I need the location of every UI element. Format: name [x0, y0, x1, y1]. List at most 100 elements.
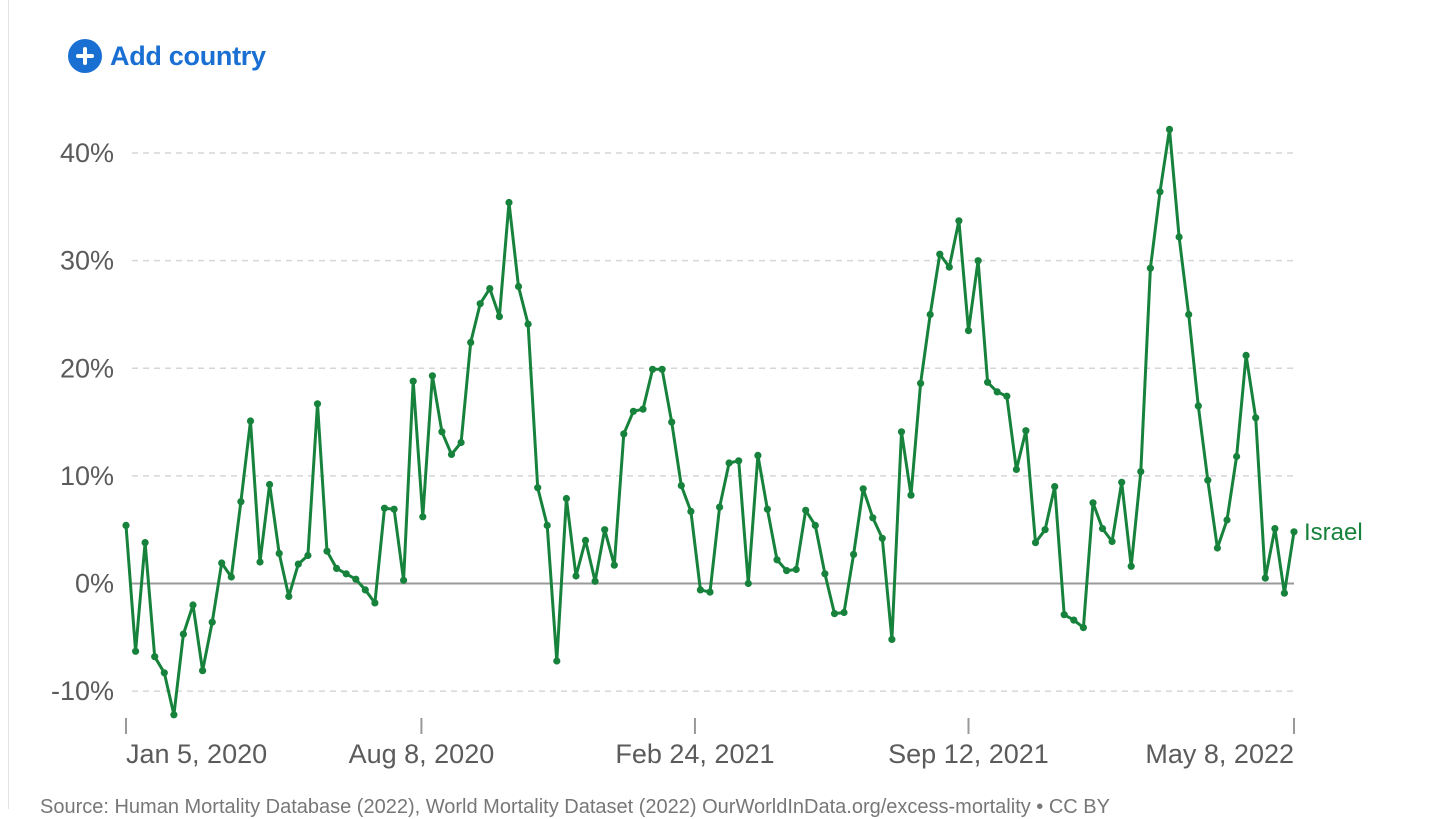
data-point[interactable]: [1108, 537, 1116, 546]
data-point[interactable]: [802, 506, 810, 514]
data-point[interactable]: [122, 521, 130, 530]
data-point[interactable]: [754, 451, 762, 459]
data-point[interactable]: [1175, 233, 1183, 241]
data-point[interactable]: [888, 635, 896, 644]
data-point[interactable]: [1146, 264, 1154, 272]
data-point[interactable]: [907, 491, 915, 499]
data-point[interactable]: [208, 618, 216, 626]
data-point[interactable]: [955, 217, 963, 225]
data-point[interactable]: [285, 592, 293, 601]
data-point[interactable]: [476, 300, 484, 308]
data-point[interactable]: [428, 372, 436, 380]
data-point[interactable]: [677, 482, 685, 490]
data-point[interactable]: [237, 498, 245, 506]
data-point[interactable]: [323, 547, 331, 555]
data-point[interactable]: [850, 550, 858, 559]
data-point[interactable]: [869, 514, 877, 522]
data-point[interactable]: [735, 457, 743, 465]
data-point[interactable]: [945, 263, 953, 271]
data-point[interactable]: [811, 521, 819, 530]
data-point[interactable]: [773, 556, 781, 564]
data-point[interactable]: [601, 526, 609, 534]
data-point[interactable]: [620, 430, 628, 438]
data-point[interactable]: [1165, 125, 1174, 133]
data-point[interactable]: [1204, 476, 1212, 484]
data-point[interactable]: [266, 480, 274, 489]
data-point[interactable]: [984, 378, 992, 386]
data-point[interactable]: [400, 576, 408, 584]
data-point[interactable]: [304, 551, 312, 560]
data-point[interactable]: [1137, 468, 1145, 476]
data-point[interactable]: [696, 586, 705, 594]
data-point[interactable]: [170, 711, 178, 719]
data-point[interactable]: [1070, 616, 1078, 624]
data-point[interactable]: [572, 572, 580, 580]
add-country-button[interactable]: Add country: [68, 38, 266, 74]
data-point[interactable]: [706, 588, 714, 596]
data-point[interactable]: [333, 564, 341, 573]
data-point[interactable]: [189, 601, 197, 609]
data-point[interactable]: [1213, 544, 1221, 552]
data-point[interactable]: [1089, 499, 1097, 507]
data-point[interactable]: [1003, 392, 1011, 400]
data-point[interactable]: [1223, 516, 1231, 524]
data-point[interactable]: [581, 536, 590, 545]
data-point[interactable]: [151, 653, 159, 661]
data-point[interactable]: [543, 521, 551, 530]
data-point[interactable]: [1156, 188, 1164, 196]
data-point[interactable]: [687, 507, 695, 515]
data-point[interactable]: [438, 428, 446, 436]
data-point[interactable]: [141, 539, 149, 547]
data-point[interactable]: [1233, 452, 1241, 461]
data-point[interactable]: [1252, 414, 1260, 422]
data-point[interactable]: [725, 459, 733, 467]
data-point[interactable]: [380, 504, 389, 512]
data-point[interactable]: [821, 570, 829, 578]
data-point[interactable]: [639, 405, 647, 413]
data-point[interactable]: [1118, 478, 1126, 486]
data-point[interactable]: [132, 647, 140, 655]
data-point[interactable]: [1242, 351, 1250, 359]
data-point[interactable]: [591, 577, 599, 585]
data-point[interactable]: [390, 505, 398, 513]
data-point[interactable]: [1194, 402, 1202, 410]
data-point[interactable]: [256, 558, 264, 566]
data-point[interactable]: [447, 450, 456, 458]
data-point[interactable]: [1185, 310, 1193, 319]
data-point[interactable]: [457, 438, 465, 447]
data-point[interactable]: [409, 377, 417, 385]
data-point[interactable]: [486, 285, 494, 293]
data-point[interactable]: [792, 565, 800, 574]
data-point[interactable]: [974, 257, 982, 265]
data-point[interactable]: [783, 567, 791, 575]
data-point[interactable]: [505, 198, 513, 207]
data-point[interactable]: [275, 549, 283, 558]
data-point[interactable]: [179, 630, 187, 638]
data-point[interactable]: [524, 320, 532, 328]
data-point[interactable]: [629, 407, 638, 415]
data-point[interactable]: [495, 313, 503, 321]
data-point[interactable]: [1098, 525, 1107, 533]
data-point[interactable]: [246, 417, 255, 425]
data-point[interactable]: [668, 418, 676, 426]
data-point[interactable]: [926, 310, 934, 319]
data-point[interactable]: [763, 505, 772, 513]
data-point[interactable]: [878, 534, 886, 542]
data-point[interactable]: [562, 494, 571, 503]
data-point[interactable]: [917, 379, 925, 387]
data-point[interactable]: [1290, 528, 1298, 536]
data-point[interactable]: [467, 338, 475, 346]
data-point[interactable]: [199, 667, 207, 675]
data-point[interactable]: [553, 657, 561, 665]
data-point[interactable]: [1271, 525, 1279, 533]
data-point[interactable]: [1031, 539, 1040, 547]
data-point[interactable]: [1022, 427, 1030, 435]
data-point[interactable]: [534, 484, 542, 492]
data-point[interactable]: [419, 513, 427, 521]
data-point[interactable]: [649, 365, 657, 373]
data-point[interactable]: [840, 608, 848, 617]
data-point[interactable]: [897, 428, 906, 436]
data-point[interactable]: [342, 570, 350, 578]
data-point[interactable]: [1041, 526, 1049, 534]
data-point[interactable]: [610, 561, 618, 569]
